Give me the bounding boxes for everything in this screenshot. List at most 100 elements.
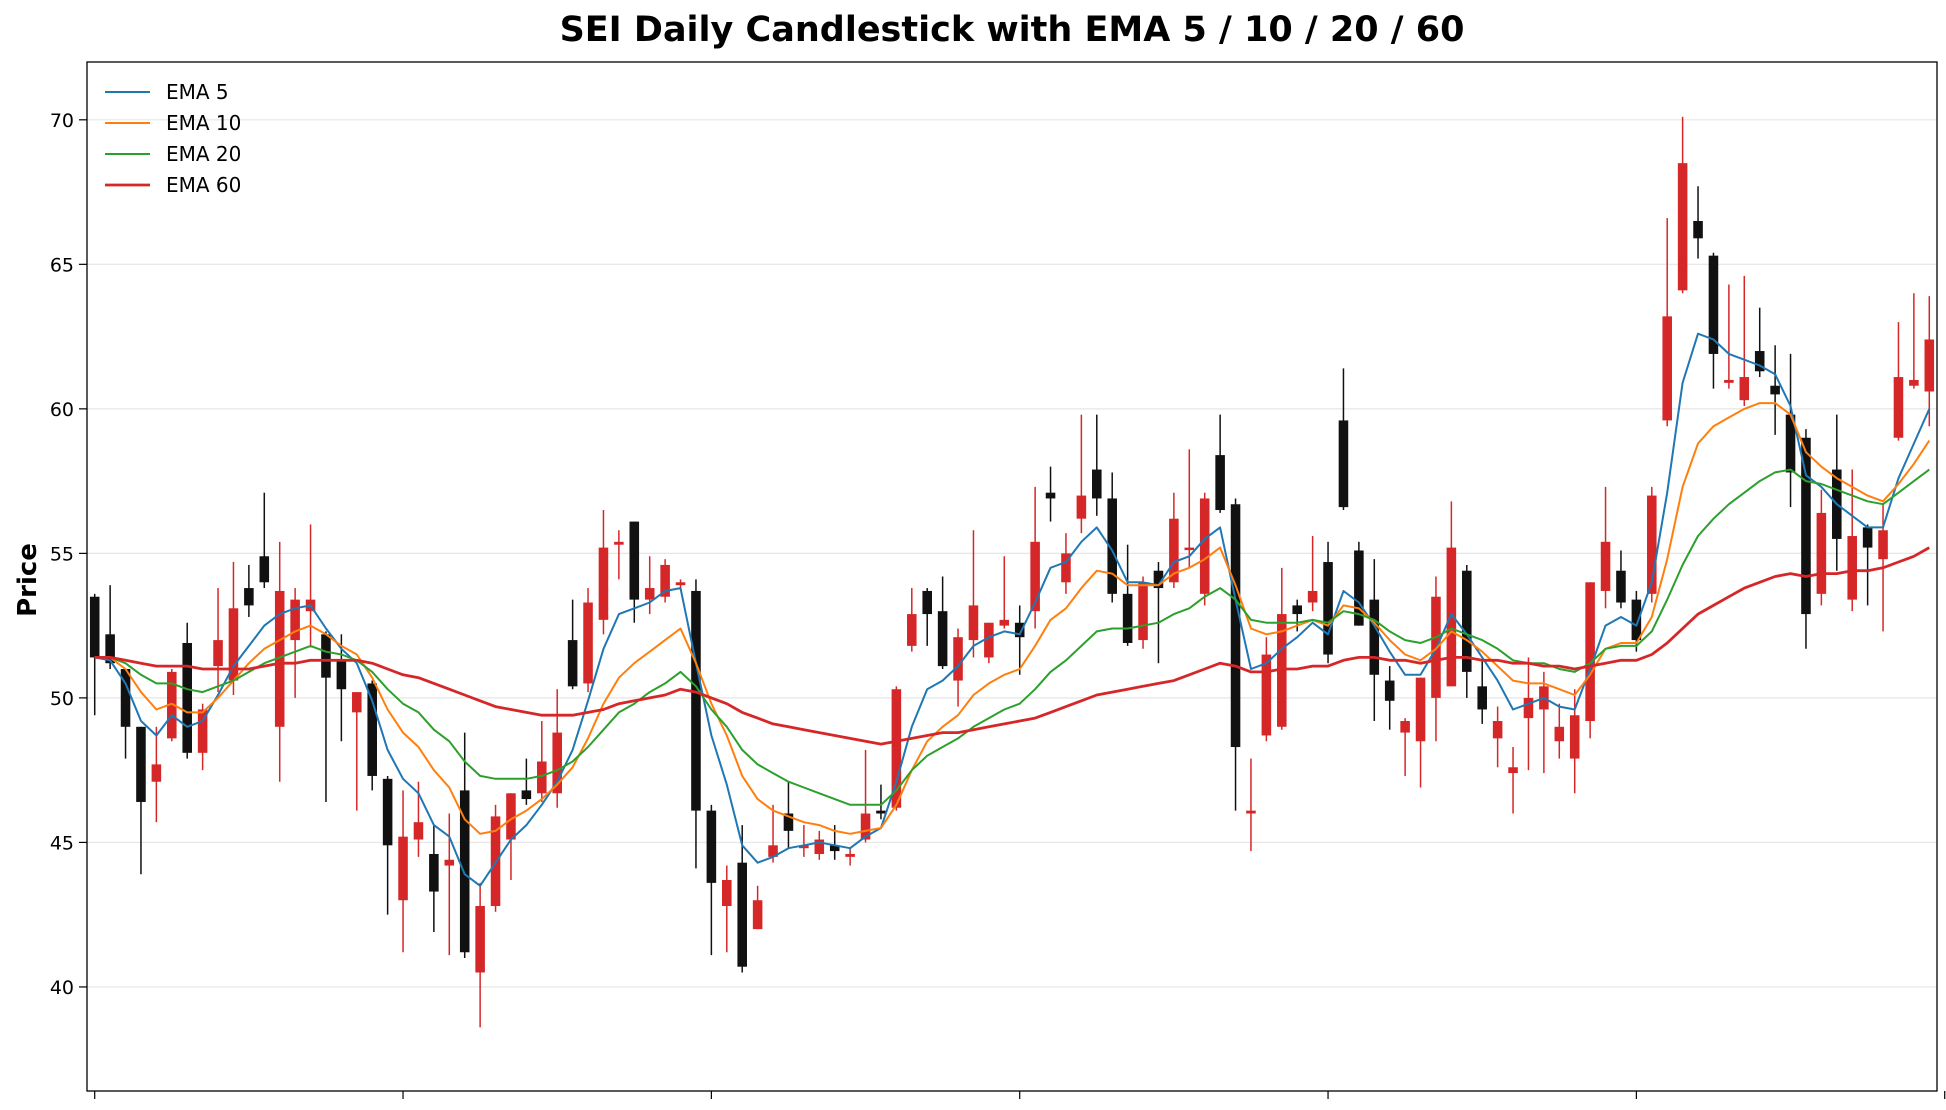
candle-bearish [429, 825, 439, 933]
candle-bearish [89, 593, 100, 716]
candle-bullish [644, 556, 655, 615]
y-tick-label: 55 [50, 543, 74, 565]
candle-body [1770, 385, 1780, 395]
legend-label: EMA 20 [166, 142, 241, 166]
candle-body [691, 590, 701, 811]
candle-body [1338, 420, 1349, 508]
candle-body [675, 582, 686, 586]
candle-body [459, 790, 470, 953]
candle-body [89, 596, 100, 658]
candle-body [614, 541, 624, 545]
candle-bearish [783, 781, 794, 849]
candle-body [367, 683, 377, 776]
candle-body [1724, 379, 1734, 383]
candle-body [167, 671, 177, 739]
chart-title: SEI Daily Candlestick with EMA 5 / 10 / … [560, 10, 1465, 50]
candle-body [1909, 379, 1919, 386]
candle-bullish [1508, 747, 1518, 814]
candle-body [398, 836, 408, 901]
candle-bearish [1014, 605, 1025, 675]
candle-bullish [907, 588, 917, 652]
candle-body [1554, 726, 1565, 742]
candle-bullish [537, 721, 547, 802]
candle-bullish [722, 865, 732, 953]
candle-body [290, 599, 300, 641]
candle-body [1569, 715, 1580, 759]
candle-body [1446, 547, 1457, 687]
candle-bearish [737, 825, 747, 973]
candle-bullish [968, 530, 979, 658]
candle-bullish [814, 830, 825, 860]
y-axis-ticks: 40 45 50 55 60 65 70 [50, 110, 87, 999]
candle-body [1739, 377, 1750, 401]
candle-body [1169, 518, 1179, 583]
candle-body [629, 521, 640, 600]
candle-bullish [1169, 492, 1179, 589]
candle-bearish [1693, 186, 1703, 259]
y-tick-label: 70 [50, 110, 74, 132]
candle-bullish [675, 579, 686, 589]
candle-body [352, 692, 362, 713]
candle-bullish [1446, 501, 1457, 687]
candle-bearish [706, 804, 717, 956]
candle-body [829, 845, 840, 852]
candle-body [1107, 498, 1117, 594]
candle-bullish [228, 562, 239, 696]
candle-body [1462, 570, 1472, 672]
candle-body [860, 813, 871, 840]
candle-bullish [999, 556, 1010, 629]
candle-body [1153, 570, 1164, 589]
candle-bearish [1338, 368, 1349, 511]
candle-bullish [1030, 486, 1040, 629]
candle-body [475, 906, 485, 973]
candle-body [1647, 495, 1657, 594]
candle-bearish [367, 680, 377, 791]
candle-body [213, 640, 223, 667]
candle-bullish [799, 825, 809, 857]
candle-body [922, 590, 932, 615]
candle-body [660, 564, 670, 597]
legend: EMA 5 EMA 10 EMA 20 EMA 60 [105, 80, 241, 197]
candle-body [1277, 614, 1287, 727]
candle-bullish [660, 559, 670, 603]
candle-body [845, 853, 855, 857]
candle-bearish [691, 579, 701, 869]
candle-body [984, 622, 994, 658]
legend-item-ema-10: EMA 10 [105, 111, 241, 135]
candle-body [1354, 550, 1364, 626]
candle-bullish [552, 689, 562, 808]
candle-bullish [845, 848, 855, 866]
candle-bearish [105, 585, 115, 669]
candle-bearish [1462, 564, 1472, 698]
candle-bearish [922, 588, 932, 646]
candle-bearish [259, 492, 270, 589]
candle-bullish [1662, 218, 1672, 427]
legend-label: EMA 5 [166, 80, 229, 104]
candle-bullish [1307, 536, 1318, 612]
candle-body [228, 608, 239, 681]
candle-bearish [1153, 562, 1164, 664]
y-tick-label: 45 [50, 832, 74, 854]
legend-item-ema-5: EMA 5 [105, 80, 229, 104]
candle-body [799, 845, 809, 849]
candle-bullish [1739, 275, 1750, 406]
candle-body [105, 634, 115, 664]
candle-body [413, 822, 424, 840]
candle-bearish [244, 564, 254, 617]
candle-bearish [937, 576, 948, 669]
candle-body [737, 862, 747, 967]
candle-body [752, 900, 763, 930]
candle-body [1184, 547, 1195, 551]
candle-body [968, 605, 979, 641]
candle-bearish [382, 775, 393, 915]
candle-body [444, 859, 455, 866]
candle-body [274, 590, 285, 727]
candle-body [1415, 677, 1426, 742]
candle-bearish [1862, 524, 1873, 606]
candle-bearish [1770, 345, 1780, 435]
candle-body [907, 614, 917, 646]
candle-body [644, 588, 655, 600]
candle-body [937, 611, 948, 667]
candle-body [120, 668, 131, 727]
